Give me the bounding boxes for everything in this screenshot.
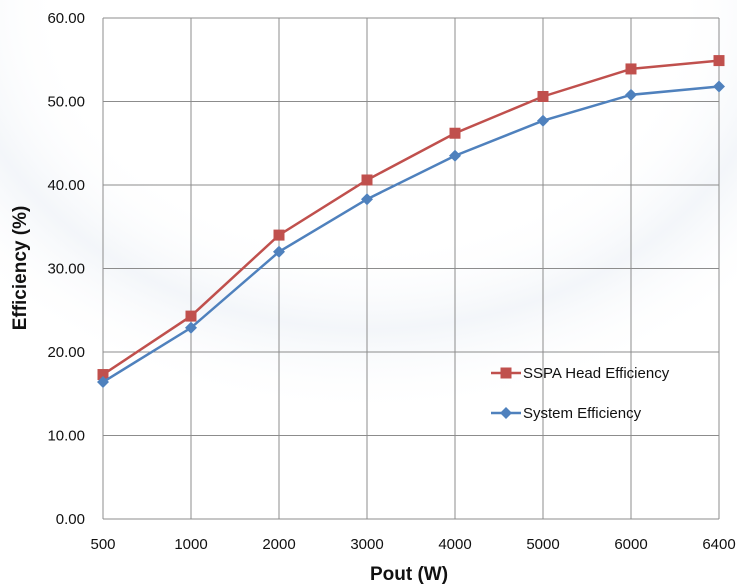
data-point-diamond [449, 149, 461, 162]
x-tick-label: 3000 [350, 536, 383, 553]
legend: SSPA Head Efficiency System Efficiency [491, 365, 670, 422]
y-tick-label: 30.00 [47, 261, 85, 278]
data-point-square [361, 174, 373, 186]
data-point-square [273, 229, 285, 241]
legend-marker-square [500, 367, 512, 379]
y-axis-title: Efficiency (%) [10, 206, 31, 331]
y-tick-label: 0.00 [56, 511, 85, 528]
x-tick-label: 4000 [438, 536, 471, 553]
data-point-square [449, 127, 461, 139]
x-tick-label: 2000 [262, 536, 295, 553]
legend-label: SSPA Head Efficiency [523, 365, 670, 382]
series-line [102, 85, 720, 384]
x-tick-label: 500 [90, 536, 115, 553]
series-line [102, 59, 720, 376]
grid-lines [102, 17, 720, 520]
data-point-diamond [713, 80, 725, 93]
data-point-diamond [185, 321, 197, 334]
data-point-square [97, 369, 109, 381]
series-layer [97, 55, 725, 389]
x-tick-label: 5000 [526, 536, 559, 553]
y-tick-label: 50.00 [47, 94, 85, 111]
data-point-diamond [625, 88, 637, 101]
y-tick-label: 20.00 [47, 344, 85, 361]
data-point-square [537, 90, 549, 102]
data-point-diamond [537, 114, 549, 127]
data-point-diamond [273, 245, 285, 258]
data-point-diamond [361, 193, 373, 206]
x-axis-title: Pout (W) [370, 564, 448, 585]
y-tick-label: 40.00 [47, 177, 85, 194]
legend-marker-diamond [500, 407, 512, 419]
data-point-square [713, 55, 725, 67]
x-tick-label: 6000 [614, 536, 647, 553]
legend-label: System Efficiency [523, 405, 642, 422]
y-axis-ticks: 0.00 10.00 20.00 30.00 40.00 50.00 60.00 [47, 10, 85, 528]
series-1 [97, 55, 725, 381]
series-2 [97, 80, 725, 389]
x-tick-label: 1000 [174, 536, 207, 553]
x-tick-label: 6400 [702, 536, 735, 553]
legend-item: System Efficiency [491, 405, 642, 422]
data-point-diamond [97, 376, 109, 389]
data-point-square [185, 310, 197, 322]
y-tick-label: 60.00 [47, 10, 85, 27]
legend-item: SSPA Head Efficiency [491, 365, 670, 382]
x-axis-ticks: 500 1000 2000 3000 4000 5000 6000 6400 [90, 536, 735, 553]
data-point-square [625, 63, 637, 75]
y-tick-label: 10.00 [47, 428, 85, 445]
